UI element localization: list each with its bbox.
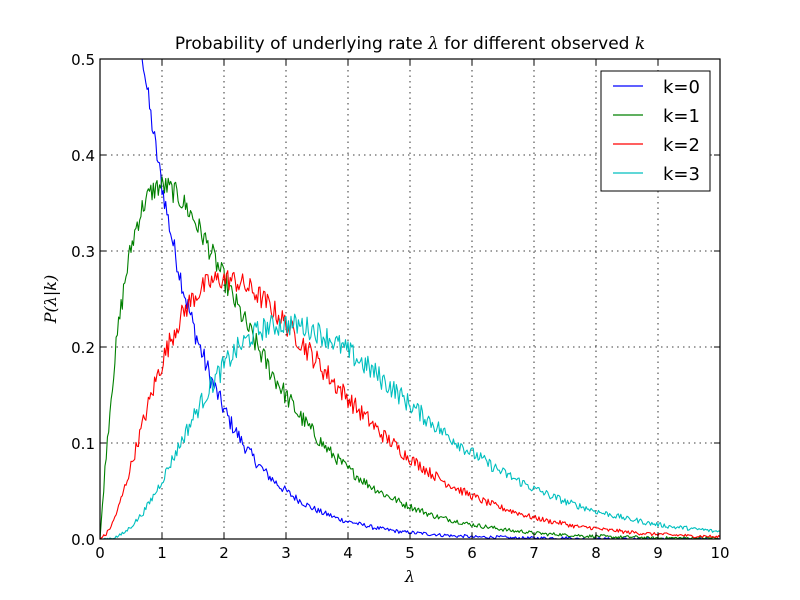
x-tick-label: 6 — [467, 544, 477, 562]
series-line-k2 — [100, 270, 720, 539]
x-tick-label: 1 — [157, 544, 167, 562]
plot-frame — [99, 58, 721, 540]
x-tick-label: 3 — [281, 544, 291, 562]
chart-title: Probability of underlying rate λ for dif… — [175, 34, 645, 54]
x-tick-label: 0 — [95, 544, 105, 562]
legend-box — [600, 70, 711, 192]
y-tick-label: 0.2 — [71, 339, 95, 357]
x-tick-label: 4 — [343, 544, 353, 562]
legend-label-k2: k=2 — [663, 135, 700, 156]
x-tick-label: 5 — [405, 544, 415, 562]
legend-label-k1: k=1 — [663, 106, 700, 127]
legend: k=0 k=1 k=2 k=3 — [600, 70, 711, 192]
y-axis-label: P(λ|k) — [41, 275, 60, 324]
legend-label-k0: k=0 — [663, 77, 700, 98]
y-tick-labels: 0.0 0.1 0.2 0.3 0.4 0.5 — [71, 51, 95, 549]
series-line-k3 — [100, 313, 720, 539]
x-axis-label: λ — [404, 567, 415, 586]
x-tick-label: 7 — [529, 544, 539, 562]
x-tick-label: 8 — [591, 544, 601, 562]
y-tick-label: 0.4 — [71, 147, 95, 165]
x-tick-label: 2 — [219, 544, 229, 562]
x-tick-labels: 0 1 2 3 4 5 6 7 8 9 10 — [95, 544, 729, 562]
series-line-k1 — [100, 176, 720, 539]
y-tick-label: 0.1 — [71, 435, 95, 453]
y-tick-label: 0.0 — [71, 531, 95, 549]
y-tick-label: 0.5 — [71, 51, 95, 69]
x-tick-label: 10 — [710, 544, 729, 562]
legend-label-k3: k=3 — [663, 164, 700, 185]
x-tick-label: 9 — [653, 544, 663, 562]
y-tick-label: 0.3 — [71, 243, 95, 261]
